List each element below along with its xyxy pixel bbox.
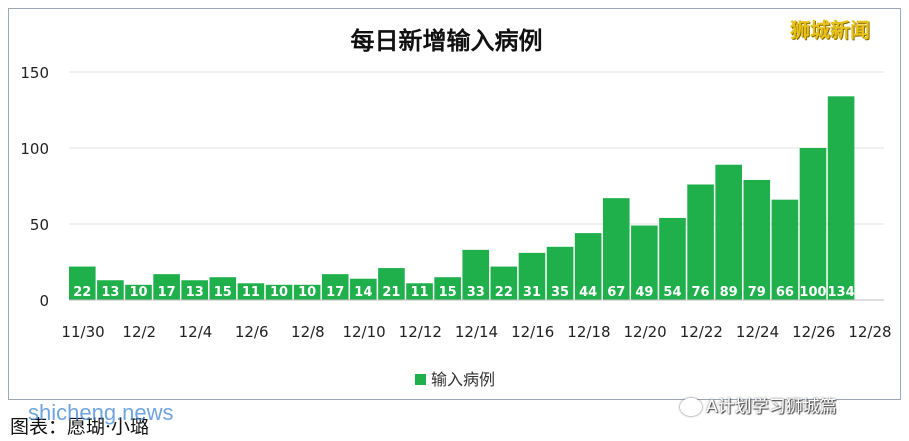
wechat-icon (680, 398, 702, 416)
y-tick-label: 0 (39, 292, 49, 310)
footer-watermark-right-text: A计划学习狮城篇 (706, 397, 837, 417)
bar (715, 164, 742, 300)
bar-data-label: 17 (158, 285, 176, 300)
bar (659, 217, 686, 300)
bar (434, 277, 461, 300)
x-tick-label: 12/28 (848, 323, 891, 341)
bar-data-label: 13 (101, 285, 119, 300)
legend-label: 输入病例 (431, 370, 495, 389)
bar-data-label: 76 (692, 285, 710, 300)
bar (799, 148, 827, 300)
bar (490, 266, 518, 300)
bar (350, 278, 377, 300)
bar (687, 184, 714, 300)
bar-data-label: 10 (129, 285, 147, 300)
bar (546, 246, 574, 300)
bar-data-label: 134 (828, 285, 855, 300)
bar (518, 252, 546, 300)
bar (209, 277, 237, 300)
bar-data-label: 89 (720, 285, 738, 300)
chart-frame: 每日新增输入病例 0 50 100 150 22 13 10 17 13 15 11 10 10 17 14 2… (8, 8, 901, 400)
bar (462, 249, 490, 300)
x-tick-label: 12/24 (736, 323, 779, 341)
bar-data-label: 44 (579, 285, 597, 300)
bar-data-label: 100 (799, 285, 826, 300)
x-tick-label: 12/10 (342, 323, 385, 341)
watermark-top: 狮城新闻 (790, 18, 870, 42)
chart-title: 每日新增输入病例 (351, 27, 543, 55)
legend-swatch (415, 374, 426, 385)
bar-data-label: 54 (663, 285, 681, 300)
bar-data-label: 11 (410, 285, 428, 300)
chart-source-caption: 图表：愿瑚·小璐 (10, 416, 150, 438)
bar (321, 274, 349, 300)
bar-data-label: 17 (326, 285, 344, 300)
y-tick-label: 100 (20, 140, 49, 158)
x-tick-label: 12/22 (680, 323, 723, 341)
bar (237, 283, 265, 300)
bar-data-label: 22 (495, 285, 513, 300)
bar-data-label: 21 (382, 285, 400, 300)
bar (181, 280, 209, 300)
x-tick-label: 11/30 (61, 323, 104, 341)
bar-data-label: 11 (242, 285, 260, 300)
bar-data-label: 66 (776, 285, 794, 300)
x-tick-label: 12/8 (291, 323, 325, 341)
bar (69, 266, 96, 300)
x-tick-label: 12/4 (179, 323, 213, 341)
footer-watermark-left: shicheng.news (28, 400, 174, 425)
bar (378, 268, 405, 300)
bar-data-label: 10 (270, 285, 288, 300)
bar (125, 284, 152, 300)
bar (743, 179, 771, 300)
x-tick-label: 12/6 (235, 323, 269, 341)
x-tick-label: 12/14 (455, 323, 498, 341)
x-tick-label: 12/12 (399, 323, 442, 341)
bar-data-label: 14 (354, 285, 372, 300)
bar-chart: 每日新增输入病例 0 50 100 150 22 13 10 17 13 15 11 10 10 17 14 2… (20, 27, 891, 389)
bar (574, 233, 602, 300)
footer-watermark-right: A计划学习狮城篇 (680, 392, 837, 417)
bar (771, 199, 799, 300)
bar-data-label: 15 (214, 285, 232, 300)
bar (153, 274, 180, 300)
x-tick-label: 12/16 (511, 323, 554, 341)
bar-data-label: 10 (298, 285, 316, 300)
x-tick-label: 12/26 (792, 323, 835, 341)
y-tick-label: 50 (30, 216, 49, 234)
bar-data-label: 31 (523, 285, 541, 300)
y-tick-label: 150 (20, 64, 49, 82)
bar-data-label: 22 (73, 285, 91, 300)
bar (602, 198, 630, 300)
bar-data-label: 13 (186, 285, 204, 300)
bar-data-label: 67 (607, 285, 625, 300)
bar (827, 96, 855, 300)
bar-data-label: 33 (467, 285, 485, 300)
bar (631, 225, 658, 300)
x-tick-label: 12/20 (624, 323, 667, 341)
x-tick-label: 12/2 (122, 323, 156, 341)
bar (406, 283, 433, 300)
bar-data-label: 35 (551, 285, 569, 300)
bar (293, 284, 321, 300)
bar-data-label: 49 (635, 285, 653, 300)
x-tick-label: 12/18 (567, 323, 610, 341)
bar (97, 280, 124, 300)
bar-data-label: 79 (748, 285, 766, 300)
bar (265, 284, 293, 300)
bar-data-label: 15 (439, 285, 457, 300)
